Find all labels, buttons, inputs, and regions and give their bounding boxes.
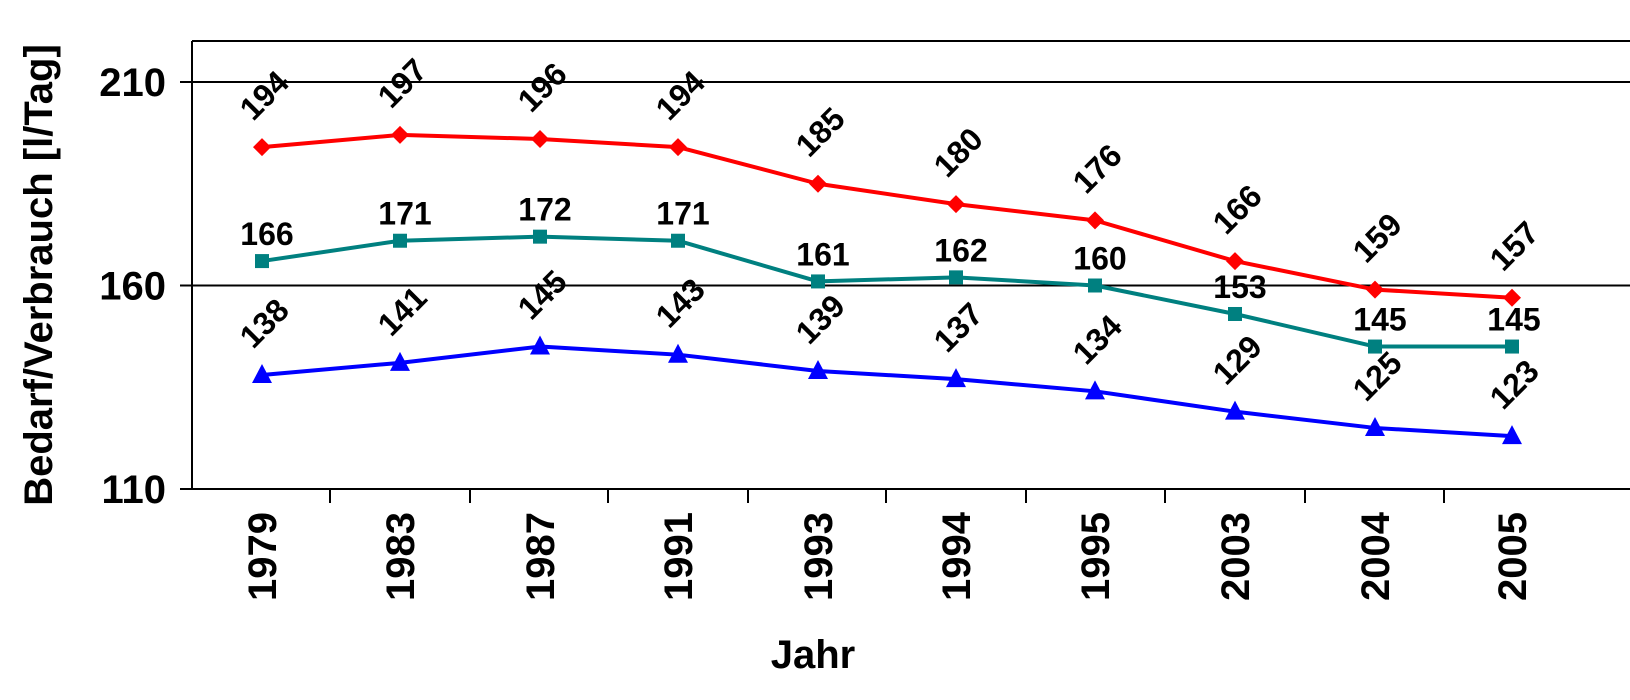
series-0-label-2003: 166 — [1206, 178, 1269, 241]
series-2-marker-1993 — [808, 359, 828, 379]
x-tick-label-2003: 2003 — [1214, 512, 1258, 601]
series-2-label-2004: 125 — [1346, 345, 1409, 408]
series-2-line — [261, 344, 1513, 439]
series-2-label-2005: 123 — [1483, 353, 1546, 416]
series-0-label-1983: 197 — [371, 52, 434, 115]
series-1-label-1979: 166 — [240, 216, 293, 252]
series-1-marker-1983 — [393, 233, 407, 248]
series-0-marker-1987 — [531, 129, 549, 148]
series-2-marker-1991 — [668, 343, 688, 363]
series-2-marker-1979 — [252, 364, 272, 384]
x-axis-title: Jahr — [771, 633, 856, 677]
series-1-marker-1987 — [533, 229, 547, 244]
series-1-marker-2005 — [1505, 339, 1519, 354]
x-tick-label-1995: 1995 — [1074, 512, 1118, 601]
y-tick-label-160: 160 — [99, 265, 166, 309]
series-2-label-1993: 139 — [789, 288, 852, 351]
series-0-label-1995: 176 — [1066, 137, 1129, 200]
series-group — [252, 125, 1522, 445]
series-0-marker-1993 — [809, 174, 827, 193]
x-tick-label-1979: 1979 — [241, 512, 285, 601]
series-0-marker-1979 — [253, 138, 271, 157]
series-1-label-1994: 162 — [934, 232, 987, 268]
series-2-marker-1994 — [946, 368, 966, 388]
x-tick-label-1994: 1994 — [935, 511, 979, 601]
x-tick-label-1993: 1993 — [797, 512, 841, 601]
series-0-label-1994: 180 — [927, 121, 990, 184]
series-0-line — [261, 132, 1513, 300]
series-1-marker-1979 — [255, 254, 269, 269]
series-2-label-1991: 143 — [649, 271, 712, 334]
series-1-label-1987: 172 — [518, 192, 571, 228]
series-2-label-1995: 134 — [1066, 308, 1129, 371]
series-1-marker-1993 — [811, 274, 825, 289]
x-tick-labels: 1979 1983 1987 1991 1993 1994 1995 2003 2004 2005 — [241, 511, 1535, 601]
series-2-label-2003: 129 — [1206, 328, 1269, 391]
y-tick-label-110: 110 — [101, 468, 166, 512]
series-0-marker-2003 — [1226, 252, 1244, 271]
y-axis-title: Bedarf/Verbrauch [l/Tag] — [17, 44, 61, 506]
y-tick-label-210: 210 — [99, 61, 166, 105]
series-0-marker-2004 — [1366, 280, 1384, 299]
series-2-marker-2003 — [1225, 400, 1245, 420]
series-2-marker-1983 — [390, 351, 410, 371]
series-2-label-1983: 141 — [371, 279, 434, 342]
series-0-marker-1995 — [1086, 211, 1104, 230]
series-2-marker-2005 — [1502, 425, 1522, 445]
gridlines — [192, 81, 1630, 287]
x-tick-label-2004: 2004 — [1354, 511, 1398, 601]
series-0-marker-1994 — [947, 195, 965, 214]
series-0-label-2005: 157 — [1483, 214, 1546, 277]
series-1-marker-2004 — [1368, 339, 1382, 354]
series-1-marker-1995 — [1088, 278, 1102, 293]
series-0-label-1993: 185 — [789, 100, 852, 163]
series-1-marker-2003 — [1228, 306, 1242, 321]
x-tick-label-1991: 1991 — [657, 512, 701, 601]
series-1-line — [261, 234, 1512, 349]
series-0-label-1991: 194 — [649, 64, 712, 127]
series-1-label-1995: 160 — [1073, 241, 1126, 277]
series-1-label-1991: 171 — [656, 196, 709, 232]
series-1-label-1993: 161 — [796, 236, 849, 272]
series-0-label-1987: 196 — [511, 56, 574, 119]
axes — [180, 40, 1630, 503]
x-tick-label-1983: 1983 — [379, 512, 423, 601]
series-2-label-1994: 137 — [927, 296, 990, 359]
x-tick-label-2005: 2005 — [1491, 512, 1535, 601]
series-0-marker-1991 — [669, 138, 687, 157]
y-tick-labels: 110 160 210 — [99, 61, 166, 512]
series-2-label-1979: 138 — [233, 292, 296, 355]
series-1-label-1983: 171 — [378, 196, 431, 232]
series-1-label-2004: 145 — [1353, 302, 1406, 338]
series-2-marker-2004 — [1365, 416, 1385, 436]
series-1-marker-1994 — [949, 270, 963, 285]
series-1-marker-1991 — [671, 233, 685, 248]
series-0-marker-2005 — [1503, 288, 1521, 307]
series-0-label-2004: 159 — [1346, 206, 1409, 269]
series-1-label-2005: 145 — [1487, 302, 1540, 338]
series-2-label-1987: 145 — [511, 263, 574, 326]
series-0-marker-1983 — [391, 125, 409, 144]
series-2-marker-1987 — [530, 335, 550, 355]
series-0-label-1979: 194 — [233, 64, 296, 127]
series-1-label-2003: 153 — [1213, 269, 1266, 305]
series-2-marker-1995 — [1085, 380, 1105, 400]
x-tick-label-1987: 1987 — [519, 512, 563, 601]
